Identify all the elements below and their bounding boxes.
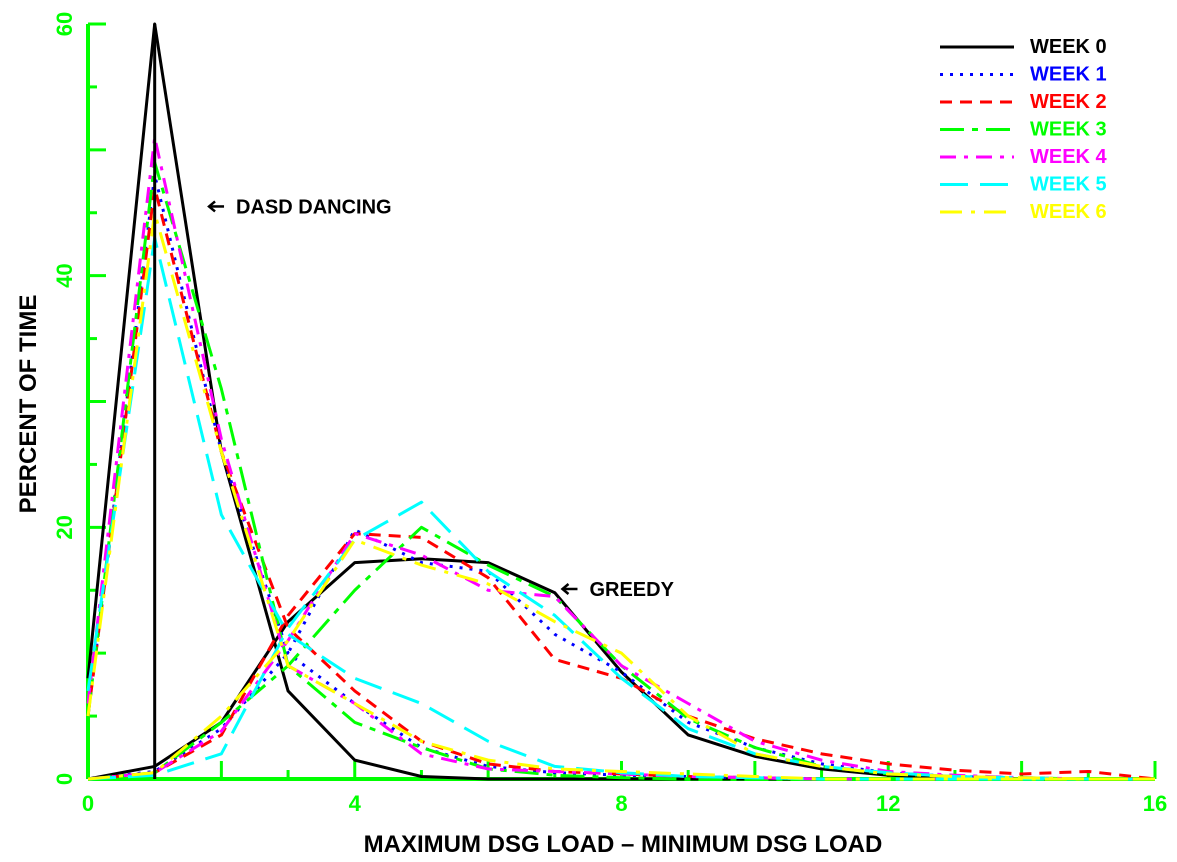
series-line-greedy (87, 532, 1155, 781)
legend-label: WEEK 4 (1030, 146, 1108, 168)
axes: 0 4 8 12 16 0 20 40 60 (52, 12, 1167, 816)
y-axis-title: PERCENT OF TIME (15, 295, 42, 514)
annotation-arrow-head (560, 583, 570, 595)
legend-item: WEEK 3 (940, 119, 1107, 141)
legend-item: WEEK 4 (940, 146, 1108, 168)
series-layer (86, 22, 1156, 781)
x-tick-label: 0 (82, 791, 94, 816)
legend-label: WEEK 6 (1030, 201, 1107, 223)
legend-item: WEEK 0 (940, 36, 1107, 58)
annotation-label: DASD DANCING (236, 196, 392, 218)
legend-label: WEEK 2 (1030, 91, 1107, 113)
y-tick-label: 40 (52, 263, 77, 287)
legend-item: WEEK 2 (940, 91, 1107, 113)
y-tick-label: 0 (52, 773, 77, 785)
legend-label: WEEK 3 (1030, 119, 1107, 141)
legend-label: WEEK 5 (1030, 174, 1107, 196)
annotation: GREEDY (560, 579, 675, 601)
annotation-arrow-head (207, 200, 216, 213)
legend: WEEK 0 WEEK 1 WEEK 2 WEEK 3 WEEK 4 WEEK 5 WEEK… (940, 36, 1108, 223)
legend-item: WEEK 5 (940, 174, 1107, 196)
annotation-label: GREEDY (589, 579, 674, 601)
series-week-2 (86, 186, 1156, 781)
series-line-dasd (86, 173, 1155, 781)
y-tick-label: 60 (52, 12, 77, 36)
x-axis-title: MAXIMUM DSG LOAD – MINIMUM DSG LOAD (364, 831, 883, 858)
series-line-dasd (86, 211, 1155, 781)
legend-item: WEEK 6 (940, 201, 1107, 223)
x-tick-label: 12 (876, 791, 900, 816)
legend-item: WEEK 1 (940, 64, 1107, 86)
series-line-greedy (87, 538, 1155, 781)
y-tick-label: 20 (52, 515, 77, 539)
legend-label: WEEK 1 (1030, 64, 1107, 86)
series-week-1 (86, 173, 1155, 781)
series-week-6 (86, 211, 1155, 781)
x-tick-label: 16 (1143, 791, 1167, 816)
x-tick-label: 4 (349, 791, 362, 816)
legend-label: WEEK 0 (1030, 36, 1107, 58)
x-tick-label: 8 (615, 791, 627, 816)
annotation: DASD DANCING (207, 196, 392, 218)
series-line-greedy (87, 532, 1156, 781)
annotations: DASD DANCING GREEDY (207, 196, 675, 601)
series-line-greedy (87, 500, 1155, 781)
series-line-dasd (86, 186, 1155, 781)
